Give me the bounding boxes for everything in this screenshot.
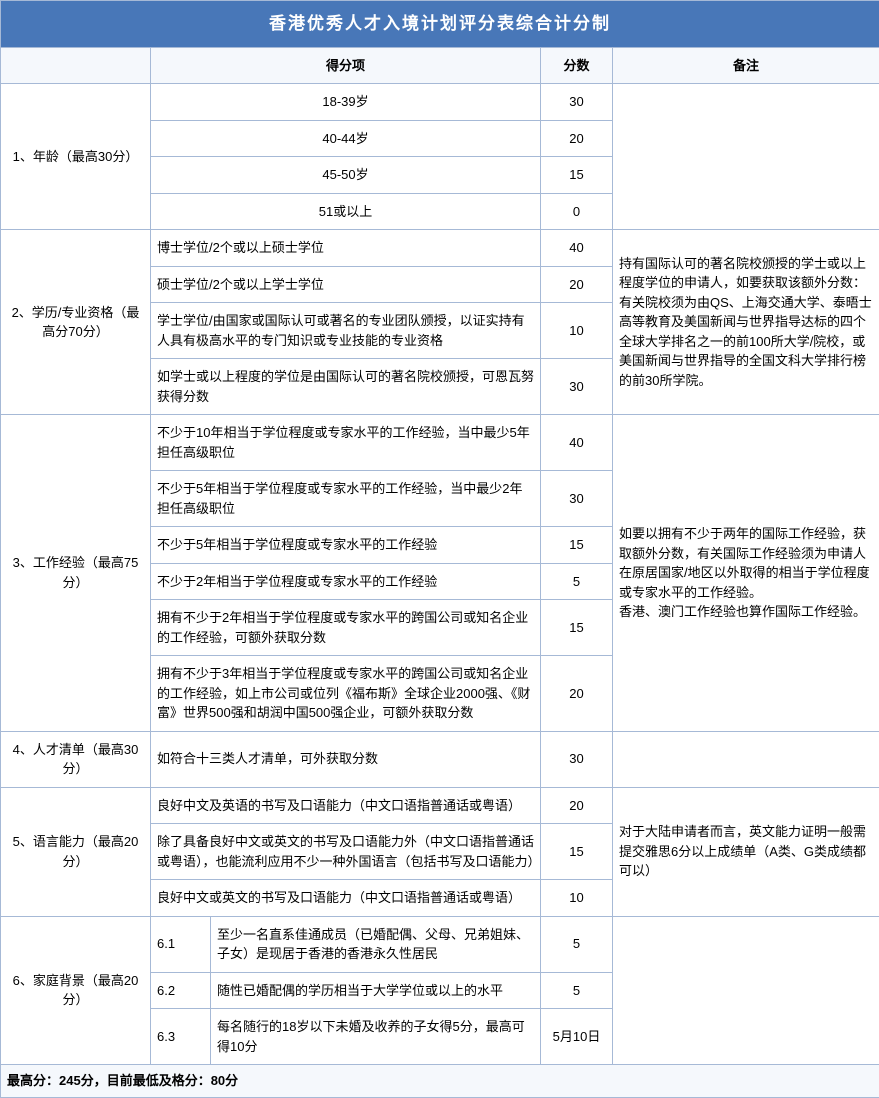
score-value: 15 — [541, 824, 613, 880]
table-row: 6、家庭背景（最高20分） 6.1 至少一名直系佳通成员（已婚配偶、父母、兄弟姐… — [1, 916, 879, 972]
remark-cell — [613, 916, 879, 1065]
score-value: 20 — [541, 120, 613, 157]
category-label: 2、学历/专业资格（最高分70分） — [1, 230, 151, 415]
scoring-item: 随性已婚配偶的学历相当于大学学位或以上的水平 — [211, 972, 541, 1009]
table-row: 1、年龄（最高30分） 18-39岁 30 — [1, 84, 879, 121]
title-row: 香港优秀人才入境计划评分表综合计分制 — [1, 1, 879, 48]
scoring-item: 45-50岁 — [151, 157, 541, 194]
scoring-item: 学士学位/由国家或国际认可或著名的专业团队颁授，以证实持有人具有极高水平的专门知… — [151, 303, 541, 359]
score-value: 30 — [541, 471, 613, 527]
scoring-item: 良好中文及英语的书写及口语能力（中文口语指普通话或粤语） — [151, 787, 541, 824]
scoring-item: 如学士或以上程度的学位是由国际认可的著名院校颁授，可恩瓦努获得分数 — [151, 359, 541, 415]
score-value: 20 — [541, 266, 613, 303]
score-value: 15 — [541, 527, 613, 564]
score-value: 30 — [541, 359, 613, 415]
sub-number: 6.1 — [151, 916, 211, 972]
footer-text: 最高分：245分，目前最低及格分：80分 — [1, 1065, 879, 1098]
table-row: 5、语言能力（最高20分） 良好中文及英语的书写及口语能力（中文口语指普通话或粤… — [1, 787, 879, 824]
header-remark: 备注 — [613, 47, 879, 84]
score-value: 30 — [541, 731, 613, 787]
category-label: 3、工作经验（最高75分） — [1, 415, 151, 732]
score-value: 5 — [541, 972, 613, 1009]
sub-number: 6.3 — [151, 1009, 211, 1065]
scoring-item: 不少于10年相当于学位程度或专家水平的工作经验，当中最少5年担任高级职位 — [151, 415, 541, 471]
score-value: 10 — [541, 880, 613, 917]
scoring-item: 除了具备良好中文或英文的书写及口语能力外（中文口语指普通话或粤语），也能流利应用… — [151, 824, 541, 880]
score-value: 5月10日 — [541, 1009, 613, 1065]
scoring-item: 51或以上 — [151, 193, 541, 230]
scoring-item: 至少一名直系佳通成员（已婚配偶、父母、兄弟姐妹、子女）是现居于香港的香港永久性居… — [211, 916, 541, 972]
score-value: 30 — [541, 84, 613, 121]
category-label: 6、家庭背景（最高20分） — [1, 916, 151, 1065]
remark-cell: 对于大陆申请者而言，英文能力证明一般需提交雅思6分以上成绩单（A类、G类成绩都可… — [613, 787, 879, 916]
table-row: 2、学历/专业资格（最高分70分） 博士学位/2个或以上硕士学位 40 持有国际… — [1, 230, 879, 267]
score-value: 15 — [541, 157, 613, 194]
score-value: 0 — [541, 193, 613, 230]
category-label: 1、年龄（最高30分） — [1, 84, 151, 230]
score-value: 20 — [541, 787, 613, 824]
table-title: 香港优秀人才入境计划评分表综合计分制 — [1, 1, 879, 48]
header-blank — [1, 47, 151, 84]
remark-cell: 如要以拥有不少于两年的国际工作经验，获取额外分数，有关国际工作经验须为申请人在原… — [613, 415, 879, 732]
scoring-item: 不少于5年相当于学位程度或专家水平的工作经验，当中最少2年担任高级职位 — [151, 471, 541, 527]
header-row: 得分项 分数 备注 — [1, 47, 879, 84]
table-row: 3、工作经验（最高75分） 不少于10年相当于学位程度或专家水平的工作经验，当中… — [1, 415, 879, 471]
score-value: 40 — [541, 415, 613, 471]
scoring-item: 硕士学位/2个或以上学士学位 — [151, 266, 541, 303]
scoring-item: 不少于2年相当于学位程度或专家水平的工作经验 — [151, 563, 541, 600]
score-value: 15 — [541, 600, 613, 656]
category-label: 5、语言能力（最高20分） — [1, 787, 151, 916]
table-row: 4、人才清单（最高30分） 如符合十三类人才清单，可外获取分数 30 — [1, 731, 879, 787]
footer-row: 最高分：245分，目前最低及格分：80分 — [1, 1065, 879, 1098]
scoring-item: 18-39岁 — [151, 84, 541, 121]
scoring-item: 40-44岁 — [151, 120, 541, 157]
scoring-item: 拥有不少于3年相当于学位程度或专家水平的跨国公司或知名企业的工作经验，如上市公司… — [151, 656, 541, 732]
remark-cell — [613, 84, 879, 230]
header-score: 分数 — [541, 47, 613, 84]
scoring-table: 香港优秀人才入境计划评分表综合计分制 得分项 分数 备注 1、年龄（最高30分）… — [0, 0, 879, 1098]
scoring-item: 良好中文或英文的书写及口语能力（中文口语指普通话或粤语） — [151, 880, 541, 917]
score-value: 5 — [541, 563, 613, 600]
score-value: 20 — [541, 656, 613, 732]
scoring-item: 不少于5年相当于学位程度或专家水平的工作经验 — [151, 527, 541, 564]
scoring-item: 每名随行的18岁以下未婚及收养的子女得5分，最高可得10分 — [211, 1009, 541, 1065]
score-value: 40 — [541, 230, 613, 267]
remark-cell — [613, 731, 879, 787]
scoring-item: 如符合十三类人才清单，可外获取分数 — [151, 731, 541, 787]
category-label: 4、人才清单（最高30分） — [1, 731, 151, 787]
score-value: 5 — [541, 916, 613, 972]
scoring-item: 拥有不少于2年相当于学位程度或专家水平的跨国公司或知名企业的工作经验，可额外获取… — [151, 600, 541, 656]
remark-cell: 持有国际认可的著名院校颁授的学士或以上程度学位的申请人，如要获取该额外分数：有关… — [613, 230, 879, 415]
score-value: 10 — [541, 303, 613, 359]
sub-number: 6.2 — [151, 972, 211, 1009]
scoring-item: 博士学位/2个或以上硕士学位 — [151, 230, 541, 267]
header-item: 得分项 — [151, 47, 541, 84]
